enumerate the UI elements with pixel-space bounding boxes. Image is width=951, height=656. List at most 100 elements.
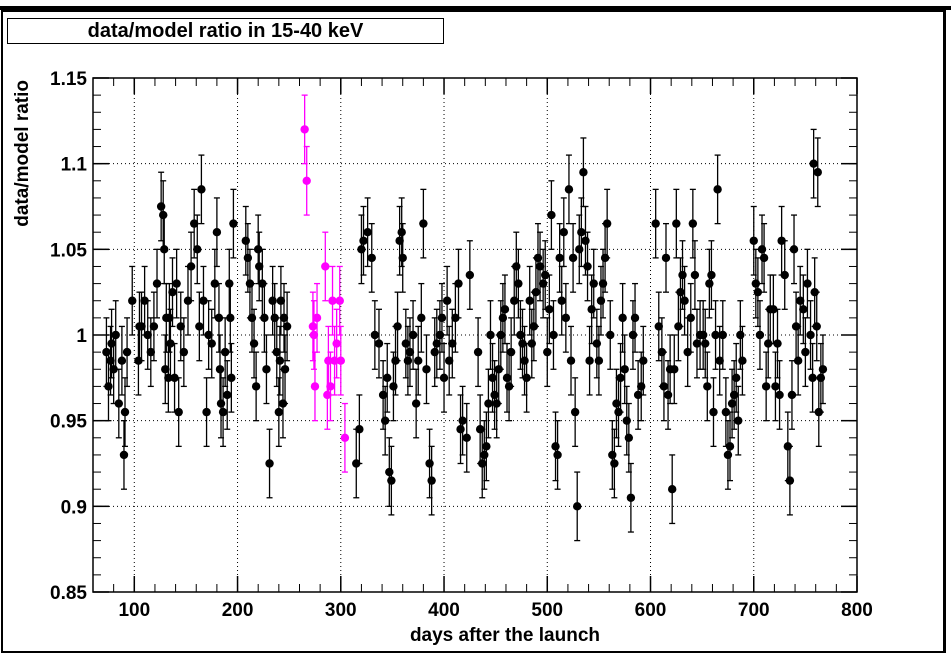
point-marker <box>216 399 226 408</box>
point-marker <box>787 390 797 400</box>
point-marker <box>179 347 189 357</box>
data-point <box>686 282 695 353</box>
data-point <box>114 368 124 439</box>
data-point <box>272 317 281 388</box>
data-point <box>589 248 598 319</box>
point-marker <box>610 459 619 468</box>
point-marker <box>174 407 183 417</box>
point-marker <box>414 356 423 365</box>
point-marker <box>785 476 795 485</box>
data-point <box>241 205 250 276</box>
point-marker <box>172 279 181 288</box>
data-point <box>799 274 808 345</box>
point-marker <box>727 399 737 408</box>
data-point <box>676 257 685 328</box>
data-point <box>585 325 594 396</box>
x-tick-label: 400 <box>428 600 460 621</box>
point-marker <box>458 416 467 425</box>
point-marker <box>624 433 634 442</box>
data-point <box>183 265 193 336</box>
data-point <box>204 300 213 370</box>
point-marker <box>498 313 508 323</box>
point-marker <box>166 339 175 348</box>
data-point <box>547 180 556 250</box>
point-marker <box>370 330 380 340</box>
data-point <box>122 317 132 388</box>
data-point <box>174 377 183 448</box>
data-point <box>622 385 631 456</box>
data-point <box>583 231 592 302</box>
data-point <box>690 240 700 310</box>
point-marker <box>535 262 545 271</box>
data-point <box>478 428 487 499</box>
point-marker <box>272 347 281 357</box>
data-point <box>340 402 350 473</box>
data-point <box>549 300 558 370</box>
point-marker <box>579 168 588 177</box>
data-point <box>789 214 799 285</box>
point-marker <box>251 382 261 391</box>
data-point <box>527 308 536 379</box>
point-marker <box>107 339 116 348</box>
data-point <box>672 188 681 259</box>
point-marker <box>545 305 554 314</box>
data-point <box>437 282 447 353</box>
data-point <box>624 402 634 473</box>
data-point <box>498 282 508 353</box>
point-marker <box>478 459 487 468</box>
data-point <box>310 351 320 422</box>
point-marker <box>149 322 159 331</box>
point-marker <box>692 339 702 348</box>
data-point <box>771 351 780 422</box>
data-point <box>189 188 199 259</box>
data-point <box>265 428 274 499</box>
data-point <box>620 334 629 405</box>
data-point <box>564 154 574 225</box>
data-point <box>143 300 152 370</box>
data-point <box>566 325 576 396</box>
point-marker <box>803 279 812 288</box>
data-point <box>734 385 743 456</box>
data-point <box>522 342 531 413</box>
point-marker <box>282 322 292 331</box>
point-marker <box>543 347 552 357</box>
point-marker <box>389 382 398 391</box>
point-marker <box>538 279 548 288</box>
data-point <box>117 325 127 396</box>
point-marker <box>432 339 441 348</box>
point-marker <box>678 270 687 280</box>
data-point <box>223 360 232 430</box>
data-point <box>667 454 677 525</box>
data-point <box>713 154 722 225</box>
data-point <box>425 428 434 499</box>
point-marker <box>279 313 289 323</box>
point-marker <box>408 330 418 340</box>
data-point <box>309 300 319 370</box>
data-point <box>226 282 235 353</box>
point-marker <box>488 373 497 383</box>
point-marker <box>176 322 185 331</box>
point-marker <box>275 356 285 365</box>
data-point <box>809 128 818 199</box>
point-marker <box>683 347 692 357</box>
point-marker <box>253 245 263 254</box>
point-marker <box>143 330 152 340</box>
x-tick-label: 700 <box>738 600 770 621</box>
point-marker <box>249 339 259 348</box>
data-point <box>785 445 795 516</box>
point-marker <box>512 262 521 271</box>
point-marker <box>711 330 720 340</box>
point-marker <box>667 485 677 494</box>
point-marker <box>427 476 436 485</box>
point-marker <box>260 313 269 323</box>
y-tick-label: 0.9 <box>61 497 87 518</box>
data-point <box>456 394 465 465</box>
point-marker <box>456 425 465 434</box>
y-axis-label: data/model ratio <box>12 80 33 227</box>
point-marker <box>796 296 805 305</box>
data-point <box>251 351 261 422</box>
data-point <box>751 248 761 319</box>
data-point <box>482 411 491 482</box>
data-point <box>759 222 769 293</box>
point-marker <box>583 262 592 271</box>
